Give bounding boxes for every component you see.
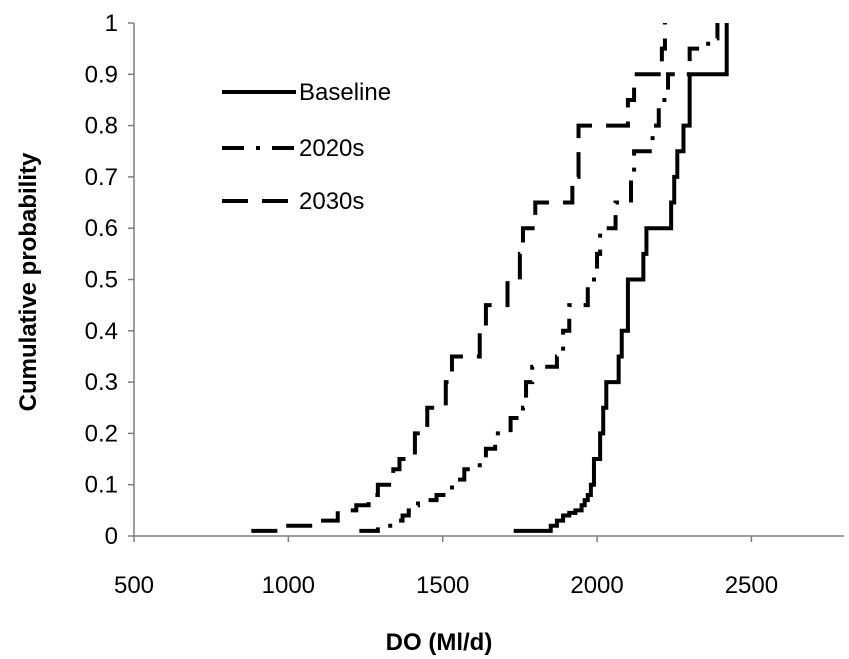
series-layer	[251, 23, 729, 533]
x-tick-label: 2000	[570, 572, 623, 599]
legend-label: 2030s	[299, 188, 364, 215]
y-tick-label: 0.5	[85, 267, 118, 294]
x-axis-title: DO (Ml/d)	[386, 629, 493, 656]
x-tick-label: 1000	[262, 572, 315, 599]
y-tick-label: 0.2	[85, 420, 118, 447]
legend-label: 2020s	[299, 135, 364, 162]
y-tick-label: 0	[105, 523, 118, 550]
y-tick-label: 0.1	[85, 472, 118, 499]
legend: Baseline 2020s 2030s	[222, 79, 391, 215]
x-tick-label: 500	[114, 572, 154, 599]
y-tick-label: 0.7	[85, 164, 118, 191]
series-line-baseline	[513, 23, 729, 533]
x-tick-label: 2500	[725, 572, 778, 599]
y-tick-label: 0.3	[85, 369, 118, 396]
y-axis-title: Cumulative probability	[15, 152, 42, 411]
series-line-2030s	[251, 23, 667, 533]
y-tick-label: 0.4	[85, 318, 118, 345]
y-tick-label: 0.9	[85, 61, 118, 88]
y-tick-label: 0.6	[85, 215, 118, 242]
x-tick-label: 1500	[416, 572, 469, 599]
series-line-2020s	[359, 23, 720, 533]
y-tick-label: 0.8	[85, 113, 118, 140]
y-tick-label: 1	[105, 10, 118, 37]
legend-label: Baseline	[299, 79, 391, 106]
